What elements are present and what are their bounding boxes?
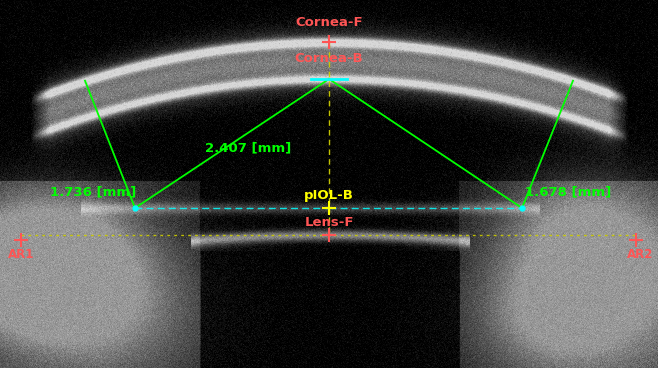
Text: 1.736 [mm]: 1.736 [mm] <box>50 185 136 198</box>
Text: 2.407 [mm]: 2.407 [mm] <box>205 142 291 155</box>
Text: pIOL-B: pIOL-B <box>304 188 354 202</box>
Text: Lens-F: Lens-F <box>304 216 354 229</box>
Text: AR1: AR1 <box>8 248 34 262</box>
Text: AR2: AR2 <box>627 248 653 262</box>
Text: Cornea-B: Cornea-B <box>295 52 363 64</box>
Text: 1.678 [mm]: 1.678 [mm] <box>525 185 611 198</box>
Text: Cornea-F: Cornea-F <box>295 15 363 28</box>
